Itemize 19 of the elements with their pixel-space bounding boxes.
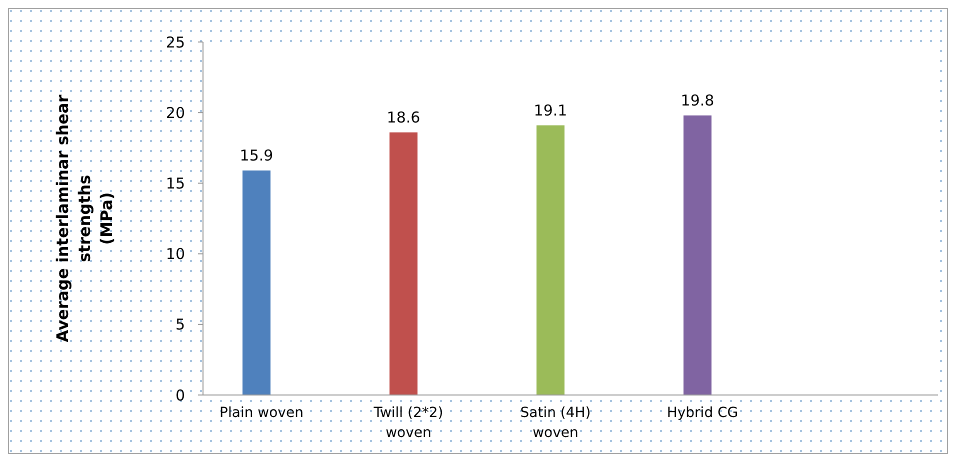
bar: [536, 125, 564, 395]
bar: [390, 132, 418, 395]
data-label: 19.1: [534, 101, 568, 120]
y-axis-title: Average interlaminar shear strengths (MPa): [53, 94, 116, 342]
x-tick-label: Hybrid CG: [666, 405, 738, 421]
x-tick-label: Twill (2*2) woven: [372, 405, 444, 441]
data-label: 19.8: [680, 91, 714, 110]
y-tick-label: 20: [166, 104, 185, 122]
y-tick-label: 25: [166, 33, 185, 52]
x-tick-label: Satin (4H) woven: [520, 405, 591, 441]
x-tick-label: Plain woven: [220, 405, 304, 421]
data-label: 15.9: [240, 146, 274, 164]
bar: [684, 115, 712, 395]
y-tick-label: 5: [175, 316, 185, 334]
y-tick-label: 10: [166, 245, 185, 264]
data-label: 18.6: [386, 108, 420, 126]
bar: [242, 170, 270, 395]
y-tick-label: 15: [166, 174, 185, 192]
y-tick-label: 0: [175, 386, 185, 404]
